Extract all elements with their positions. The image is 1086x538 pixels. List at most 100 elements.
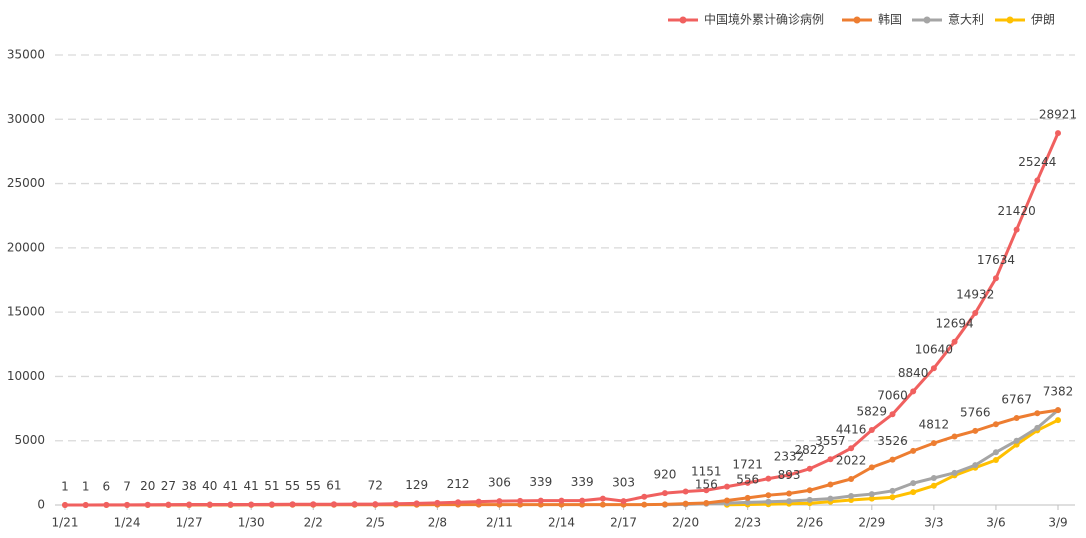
series-line [65,132,1060,507]
point [889,487,896,494]
point [765,475,772,482]
point [992,449,999,456]
data-label: 21420 [998,204,1036,218]
x-tick-label: 3/9 [1048,516,1067,530]
series-line [664,408,1059,507]
point [827,481,834,488]
point [165,501,172,508]
point [848,476,855,483]
point [661,501,668,508]
point [930,440,937,447]
point [765,498,772,505]
point [620,498,627,505]
data-label: 5766 [960,405,991,419]
data-label: 7 [123,479,131,493]
data-label: 12694 [935,316,973,330]
y-tick-label: 35000 [7,48,45,62]
point [951,433,958,440]
point [1013,414,1020,421]
data-label: 55 [285,479,300,493]
point [1034,424,1041,431]
point [951,338,958,345]
point [1013,437,1020,444]
data-label: 3526 [877,434,908,448]
x-tick-label: 2/14 [548,516,575,530]
point [848,445,855,452]
point [930,482,937,489]
y-tick-label: 10000 [7,369,45,383]
point [827,495,834,502]
point [992,421,999,428]
data-label: 920 [653,468,676,482]
point [661,490,668,497]
point [972,462,979,469]
data-label: 61 [326,479,341,493]
data-label: 1721 [732,457,763,471]
point [227,501,234,508]
point [455,499,462,506]
legend-marker [1006,16,1014,24]
point [1055,130,1061,137]
data-label: 303 [612,476,635,490]
point [413,500,420,507]
x-tick-label: 2/8 [428,516,447,530]
legend-label: 伊朗 [1031,13,1055,27]
data-label: 17634 [977,253,1015,267]
x-tick-label: 2/23 [734,516,761,530]
data-label: 2022 [836,454,867,468]
point [910,480,917,487]
data-label: 339 [571,475,594,489]
point [786,498,793,505]
point [641,493,648,500]
data-label: 7060 [877,389,908,403]
point [268,501,275,508]
x-tick-label: 2/17 [610,516,637,530]
data-label: 5829 [857,405,888,419]
legend-label: 中国境外累计确诊病例 [704,12,824,27]
data-label: 25244 [1018,155,1056,169]
data-label: 51 [264,479,279,493]
point [972,310,979,317]
point [310,501,317,508]
point [744,479,751,486]
point [351,501,358,508]
point [393,500,399,507]
x-tick-label: 2/20 [672,516,699,530]
point [641,501,648,508]
point [248,501,255,508]
point [124,501,131,508]
legend-marker [923,16,931,24]
point [868,427,875,434]
x-tick-label: 2/29 [858,516,885,530]
data-label: 20 [140,479,155,493]
point [599,495,606,502]
point [434,499,441,506]
y-tick-label: 25000 [7,176,45,190]
data-label: 893 [778,468,801,482]
legend-marker [679,16,687,24]
point [744,499,751,506]
data-label: 4812 [919,418,950,432]
point [765,492,772,499]
point [744,494,751,501]
data-label: 156 [695,477,718,491]
data-label: 28921 [1039,108,1077,122]
point [930,365,937,372]
point [930,475,937,481]
data-label: 1151 [691,465,722,479]
point [910,489,917,496]
point [186,501,193,508]
point [1013,226,1020,233]
data-label: 339 [529,475,552,489]
point [724,483,730,490]
data-label: 129 [405,478,428,492]
data-label: 10640 [915,343,953,357]
data-label: 38 [181,479,196,493]
data-label: 306 [488,476,511,490]
point [1034,410,1041,417]
y-tick-label: 20000 [7,240,45,254]
point [682,500,689,507]
x-tick-label: 1/30 [238,516,265,530]
point [889,456,896,463]
data-label: 4416 [836,423,867,437]
